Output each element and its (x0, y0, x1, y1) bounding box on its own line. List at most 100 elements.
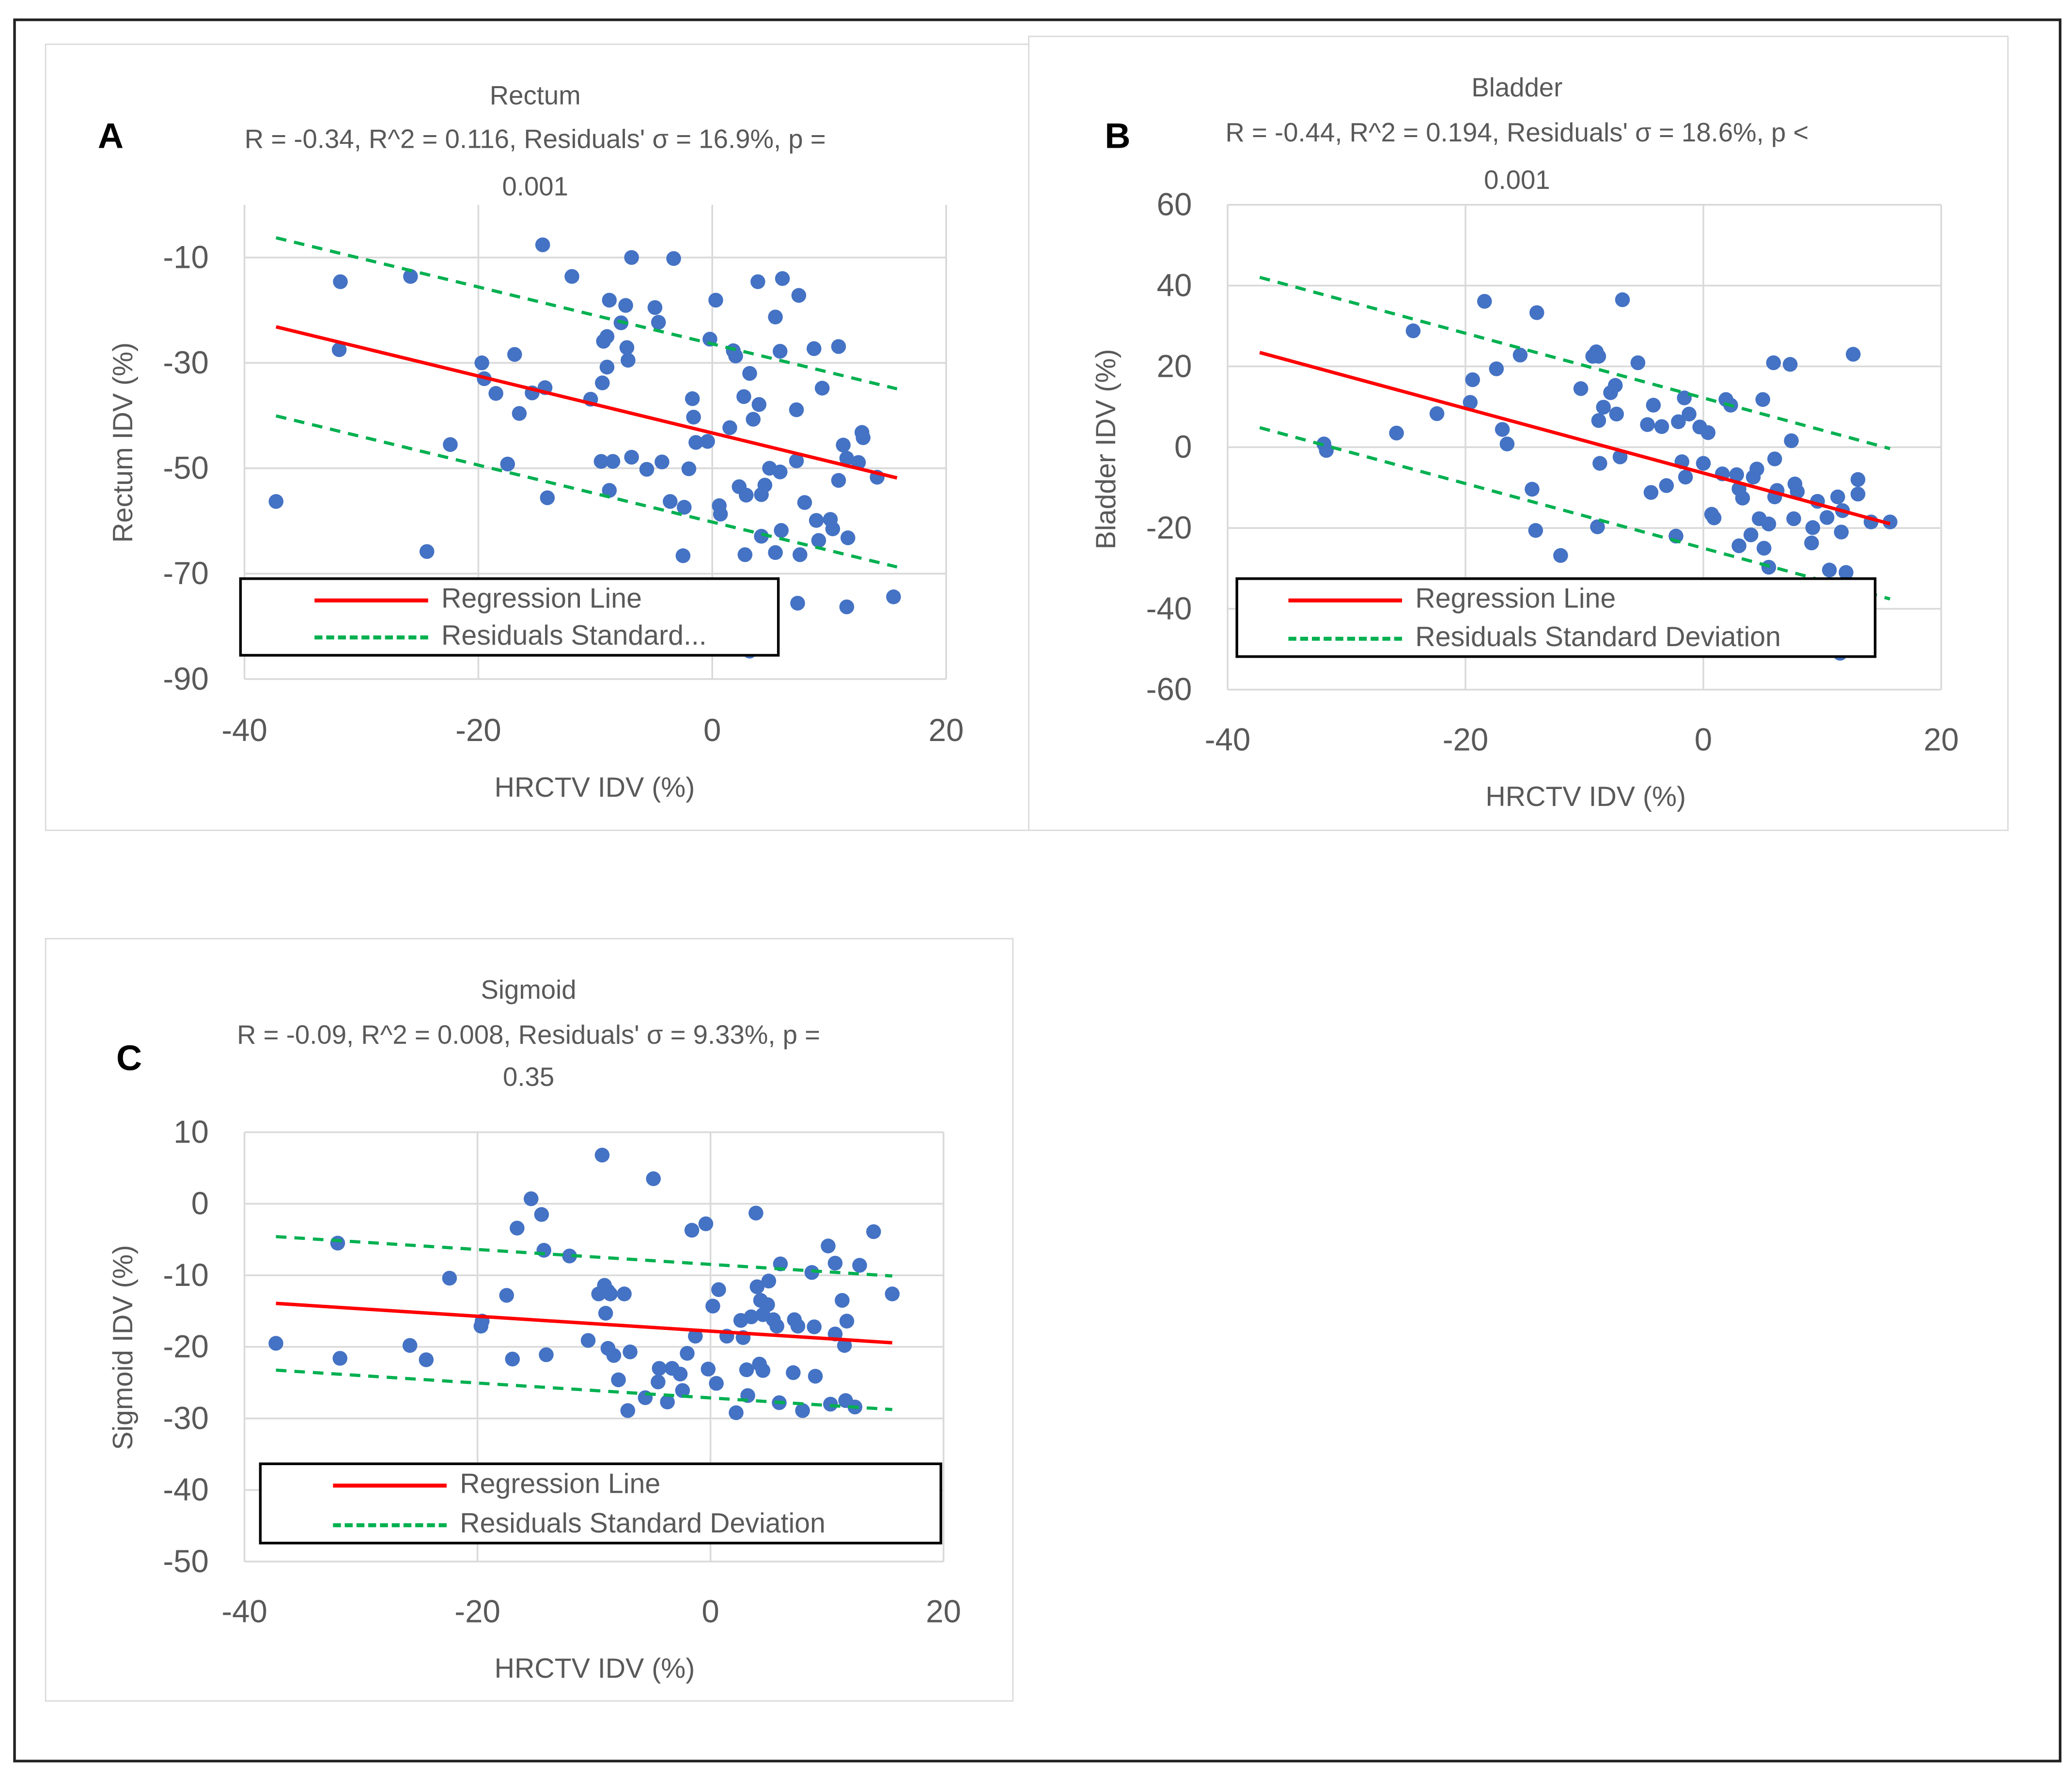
y-axis-label-a: Rectum IDV (%) (108, 342, 139, 543)
data-point (809, 513, 824, 528)
y-tick-label: -30 (163, 345, 209, 380)
x-tick-label: -40 (1205, 722, 1251, 757)
x-tick-label: 0 (703, 712, 721, 748)
data-point (1591, 349, 1606, 364)
y-tick-label: -40 (163, 1472, 209, 1507)
legend-text: Regression Line (460, 1469, 661, 1500)
data-point (774, 523, 789, 538)
data-point (1700, 425, 1716, 440)
data-point (1671, 414, 1686, 430)
data-point (837, 1338, 852, 1353)
regression-line-swatch (333, 1483, 447, 1487)
data-point (686, 410, 701, 425)
data-point (790, 1318, 806, 1334)
data-point (647, 300, 663, 315)
data-point (442, 1270, 457, 1286)
data-point (419, 1352, 434, 1367)
data-point (594, 1147, 610, 1163)
data-point (505, 1351, 520, 1367)
data-point (749, 1279, 765, 1295)
data-point (580, 1333, 596, 1348)
data-point (602, 293, 617, 308)
data-point (595, 375, 610, 390)
data-point (786, 1365, 801, 1380)
data-point (1790, 484, 1805, 499)
data-point (839, 450, 855, 466)
data-point (1804, 535, 1819, 551)
data-point (1834, 525, 1849, 540)
data-point (1465, 372, 1480, 387)
legend-text: Regression Line (1415, 584, 1616, 615)
y-tick-label: 40 (1157, 267, 1192, 303)
data-point (806, 341, 822, 356)
data-point (611, 1372, 626, 1388)
data-point (1850, 472, 1866, 487)
figure-border (13, 18, 2062, 1763)
data-point (443, 437, 458, 452)
data-point (677, 500, 692, 515)
y-tick-label: 10 (173, 1114, 209, 1149)
regression-line-swatch (1288, 598, 1402, 602)
data-point (1846, 347, 1861, 362)
data-point (666, 251, 681, 266)
data-point (562, 1248, 577, 1264)
data-point (624, 250, 639, 265)
data-point (1766, 355, 1781, 371)
data-point (539, 1347, 554, 1362)
data-point (836, 437, 851, 453)
plot-a: -90 -70 -50 -30 -10 -40 -20 0 20 (163, 204, 964, 748)
data-point (729, 1405, 744, 1421)
data-point (804, 1265, 820, 1280)
data-point (744, 1309, 759, 1325)
legend-b: Regression Line Residuals Standard Devia… (1235, 577, 1877, 658)
data-point (750, 274, 765, 289)
residual-sd-lower-line (276, 414, 898, 569)
data-point (1659, 478, 1674, 493)
data-point (1615, 292, 1630, 308)
data-point (709, 1376, 724, 1391)
data-point (1596, 400, 1611, 415)
data-point (886, 589, 901, 604)
y-axis-label-c: Sigmoid IDV (%) (108, 1245, 139, 1450)
y-tick-label: -20 (1146, 510, 1192, 545)
data-point (831, 473, 846, 488)
data-point (1405, 323, 1421, 339)
data-point (713, 507, 728, 522)
data-point (268, 1336, 283, 1351)
data-point (789, 453, 804, 468)
data-point (606, 1348, 622, 1363)
panel-b (1028, 35, 2009, 831)
data-point (1592, 456, 1607, 471)
data-point (639, 462, 654, 477)
data-point (751, 397, 767, 412)
data-point (737, 547, 753, 562)
data-point (840, 530, 856, 545)
legend-item-residual-sd: Residuals Standard... (314, 619, 707, 654)
plot-c: -50 -40 -30 -20 -10 0 10 -40 -20 0 20 (163, 1114, 961, 1629)
y-tick-label: -30 (163, 1400, 209, 1436)
data-point (602, 483, 617, 498)
data-point (651, 1375, 666, 1390)
legend-text: Residuals Standard Deviation (1415, 622, 1781, 653)
data-point (1643, 485, 1659, 500)
data-point (698, 1216, 714, 1232)
data-point (761, 1273, 777, 1289)
data-point (499, 1288, 514, 1303)
data-point (1784, 433, 1799, 448)
data-point (797, 495, 812, 510)
x-tick-label: -20 (454, 1594, 500, 1629)
data-point (746, 412, 761, 427)
data-point (1767, 451, 1782, 466)
y-tick-label: -40 (1146, 591, 1192, 626)
data-point (789, 402, 804, 417)
y-tick-label: -90 (163, 661, 209, 696)
data-point (603, 1286, 618, 1301)
data-point (1729, 467, 1745, 482)
data-point (681, 461, 697, 477)
plot-b: -60 -40 -20 0 20 40 60 -40 -20 0 20 (1146, 187, 1959, 758)
regression-line (276, 1301, 892, 1345)
data-point (722, 420, 737, 435)
y-axis-label-b: Bladder IDV (%) (1091, 349, 1122, 550)
data-point (728, 348, 743, 364)
